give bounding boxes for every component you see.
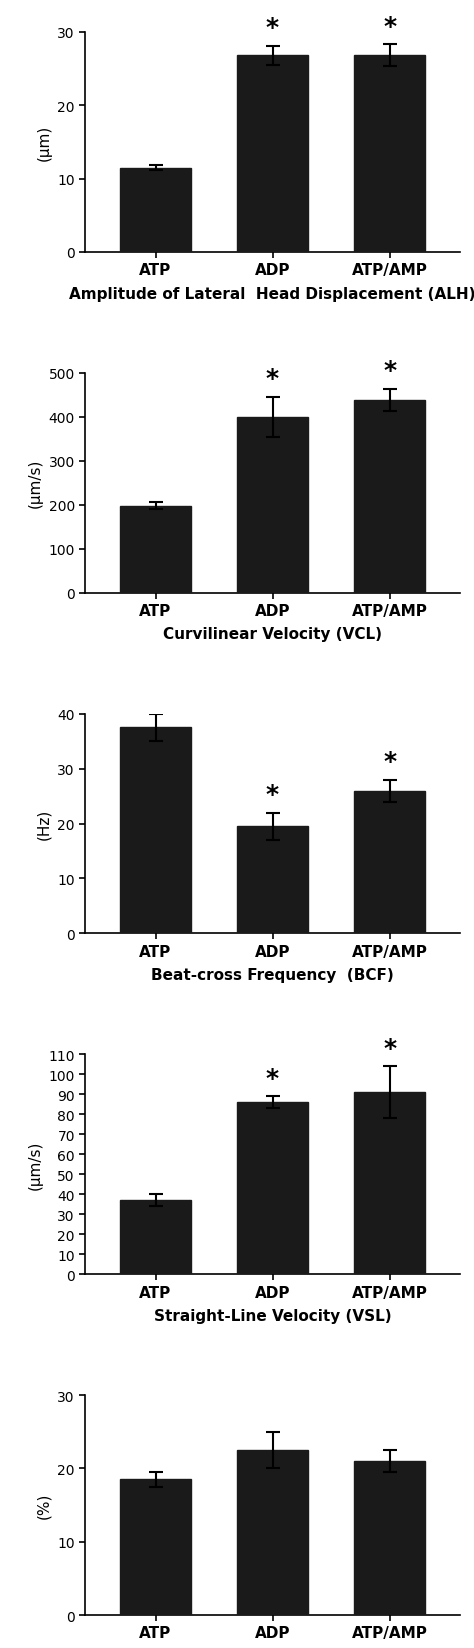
Bar: [355, 56, 425, 252]
Y-axis label: (μm): (μm): [36, 125, 52, 162]
X-axis label: Straight-Line Velocity (VSL): Straight-Line Velocity (VSL): [154, 1309, 392, 1323]
Bar: [237, 827, 308, 934]
Bar: [120, 506, 191, 593]
Text: *: *: [383, 1037, 396, 1060]
Text: *: *: [383, 750, 396, 773]
Text: *: *: [266, 783, 279, 806]
Bar: [237, 417, 308, 593]
Text: *: *: [266, 16, 279, 40]
Bar: [120, 1200, 191, 1274]
X-axis label: Beat-cross Frequency  (BCF): Beat-cross Frequency (BCF): [151, 967, 394, 982]
Bar: [355, 1093, 425, 1274]
Bar: [120, 1480, 191, 1615]
Bar: [120, 168, 191, 252]
X-axis label: Curvilinear Velocity (VCL): Curvilinear Velocity (VCL): [163, 626, 382, 643]
Text: *: *: [266, 1066, 279, 1089]
Bar: [120, 728, 191, 934]
Bar: [237, 1450, 308, 1615]
Y-axis label: (μm/s): (μm/s): [28, 1140, 43, 1190]
Bar: [237, 1103, 308, 1274]
Text: *: *: [383, 359, 396, 384]
Text: *: *: [266, 368, 279, 391]
Bar: [355, 1462, 425, 1615]
Bar: [237, 56, 308, 252]
Y-axis label: (Hz): (Hz): [36, 809, 52, 839]
Y-axis label: (μm/s): (μm/s): [28, 458, 43, 508]
X-axis label: Amplitude of Lateral  Head Displacement (ALH): Amplitude of Lateral Head Displacement (…: [69, 287, 474, 302]
Text: *: *: [383, 15, 396, 40]
Bar: [355, 400, 425, 593]
Bar: [355, 791, 425, 934]
Y-axis label: (%): (%): [36, 1491, 52, 1518]
